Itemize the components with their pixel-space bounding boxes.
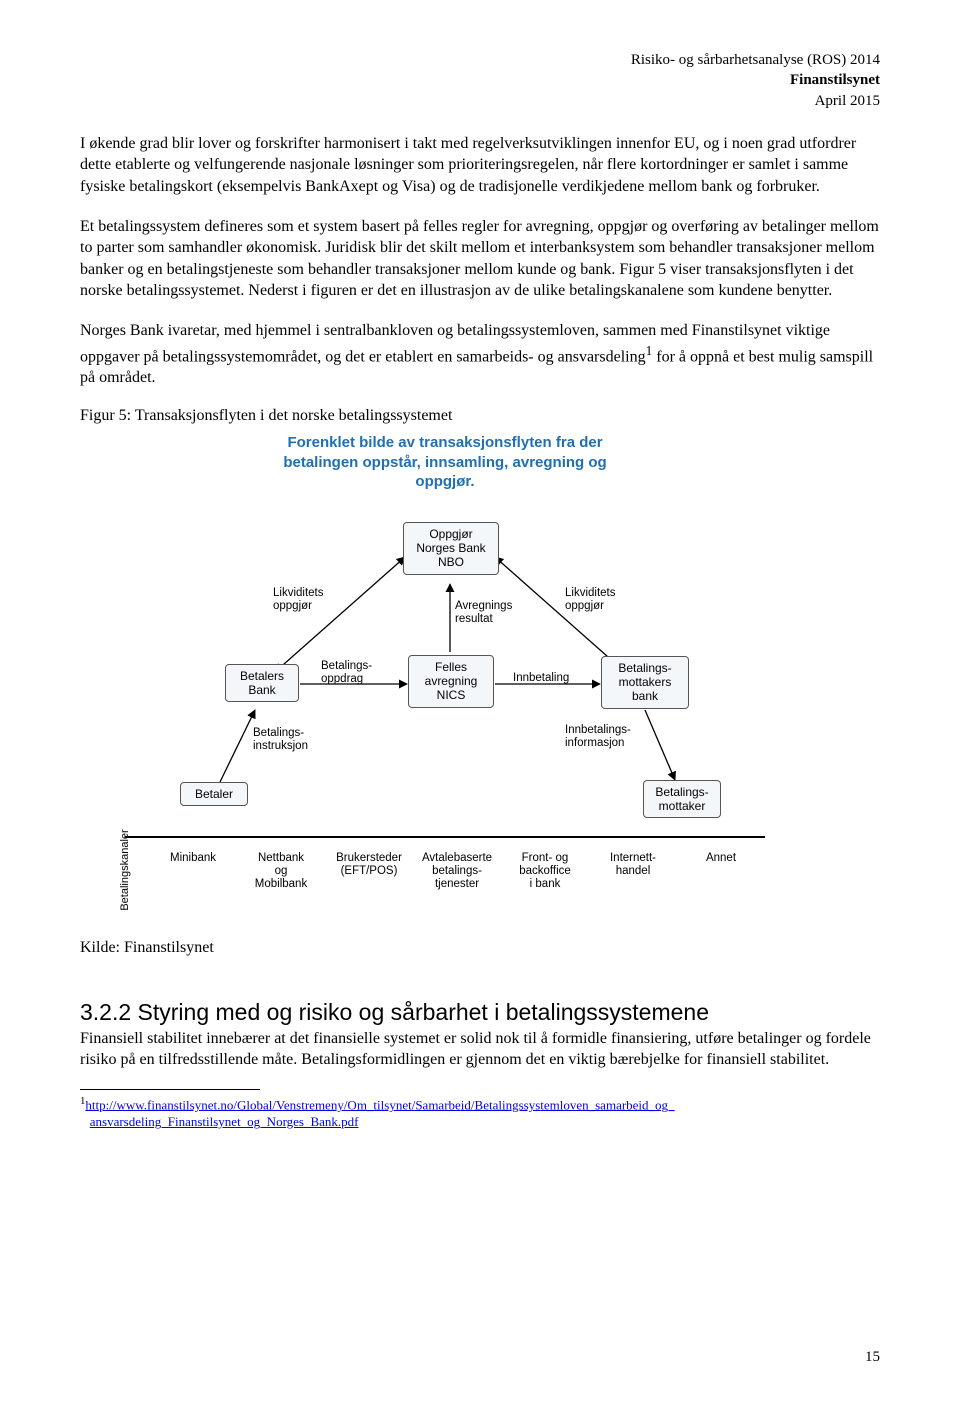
channel-nettbank: NettbankogMobilbank (237, 852, 325, 892)
node-betalers-bank-label: BetalersBank (240, 669, 284, 697)
channel-brukersteder: Brukersteder(EFT/POS) (325, 852, 413, 878)
page-header: Risiko- og sårbarhetsanalyse (ROS) 2014 … (80, 50, 880, 111)
header-line2: Finanstilsynet (790, 72, 880, 88)
channel-avtalebaserte: Avtalebasertebetalings-tjenester (413, 852, 501, 892)
figure-title-l2: betalingen oppstår, innsamling, avregnin… (283, 454, 606, 471)
node-felles-nics: FellesavregningNICS (408, 655, 494, 708)
figure-title-l3: oppgjør. (415, 473, 474, 490)
figure-title-l1: Forenklet bilde av transaksjonsflyten fr… (287, 434, 602, 451)
footnote-link-cont[interactable]: ansvarsdeling_Finanstilsynet_og_Norges_B… (90, 1114, 359, 1129)
figure-caption: Figur 5: Transaksjonsflyten i det norske… (80, 407, 880, 425)
channel-minibank: Minibank (149, 852, 237, 865)
node-mottakers-bank: Betalings-mottakersbank (601, 656, 689, 709)
section-3-2-2-body: Finansiell stabilitet innebærer at det f… (80, 1028, 880, 1071)
edge-betalingsoppdrag: Betalings-oppdrag (321, 660, 372, 686)
footnote-1: 1http://www.finanstilsynet.no/Global/Ven… (80, 1094, 880, 1131)
node-mottaker-label: Betalings-mottaker (655, 785, 708, 813)
page: Risiko- og sårbarhetsanalyse (ROS) 2014 … (0, 0, 960, 1384)
header-line1: Risiko- og sårbarhetsanalyse (ROS) 2014 (631, 52, 880, 68)
edge-innbetaling: Innbetaling (513, 672, 569, 685)
node-betalers-bank: BetalersBank (225, 664, 299, 703)
footnote-link-text-2: ansvarsdeling_Finanstilsynet_og_Norges_B… (90, 1114, 359, 1129)
node-felles-label: FellesavregningNICS (425, 660, 478, 703)
channels-row: Betalingskanaler Minibank NettbankogMobi… (125, 836, 765, 902)
edge-likviditet-right: Likviditetsoppgjør (565, 587, 616, 613)
channels-axis-label: Betalingskanaler (115, 838, 135, 902)
flow-diagram: OppgjørNorges BankNBO FellesavregningNIC… (125, 492, 765, 832)
node-oppgjor-nbo: OppgjørNorges BankNBO (403, 522, 499, 575)
node-mottakers-bank-label: Betalings-mottakersbank (618, 661, 671, 704)
figure-title: Forenklet bilde av transaksjonsflyten fr… (125, 429, 765, 492)
edge-betalingsinstruksjon: Betalings-instruksjon (253, 727, 308, 753)
channel-annet: Annet (677, 852, 765, 865)
channel-internetthandel: Internett-handel (589, 852, 677, 878)
edge-likviditet-left: Likviditetsoppgjør (273, 587, 324, 613)
source-line: Kilde: Finanstilsynet (80, 937, 880, 959)
channels-list: Minibank NettbankogMobilbank Brukerstede… (125, 838, 765, 902)
channel-front-backoffice: Front- ogbackofficei bank (501, 852, 589, 892)
node-betaler: Betaler (180, 782, 248, 806)
node-mottaker: Betalings-mottaker (643, 780, 721, 819)
paragraph-1: I økende grad blir lover og forskrifter … (80, 133, 880, 198)
node-oppgjor-label: OppgjørNorges BankNBO (416, 527, 485, 570)
edge-innbetalingsinformasjon: Innbetalings-informasjon (565, 724, 631, 750)
node-betaler-label: Betaler (195, 787, 233, 801)
footnote-link-text-1: http://www.finanstilsynet.no/Global/Vens… (85, 1097, 674, 1112)
figure-5: Forenklet bilde av transaksjonsflyten fr… (125, 429, 765, 901)
footnote-rule (80, 1089, 260, 1090)
edge-avregningsresultat: Avregningsresultat (455, 600, 512, 626)
footnote-link[interactable]: http://www.finanstilsynet.no/Global/Vens… (85, 1097, 674, 1112)
paragraph-2: Et betalingssystem defineres som et syst… (80, 216, 880, 302)
header-line3: April 2015 (815, 93, 880, 109)
page-number: 15 (865, 1349, 880, 1366)
section-3-2-2-title2: 3.2.2 Styring med og risiko og sårbarhet… (80, 999, 880, 1026)
paragraph-3: Norges Bank ivaretar, med hjemmel i sent… (80, 320, 880, 389)
